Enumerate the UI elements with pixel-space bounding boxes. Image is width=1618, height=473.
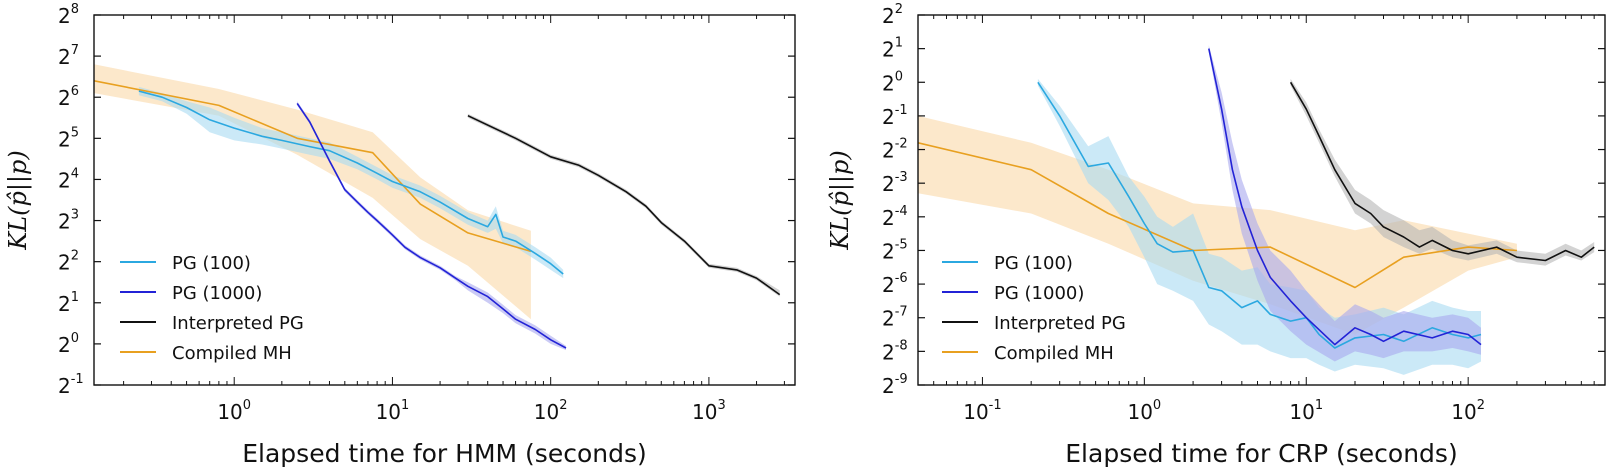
series-line-pg-100- (138, 90, 564, 275)
confidence-band-interpreted-pg (467, 113, 780, 297)
x-tick-label: 101 (1289, 398, 1323, 424)
legend-label: Compiled MH (172, 343, 292, 364)
y-tick-label: 2-7 (882, 305, 908, 331)
x-axis-title: Elapsed time for CRP (seconds) (1065, 439, 1457, 468)
y-tick-label: 2-5 (882, 237, 908, 263)
x-tick-label: 100 (1127, 398, 1161, 424)
y-tick-label: 2-1 (58, 372, 84, 398)
y-tick-label: 21 (58, 290, 79, 316)
y-tick-label: 22 (882, 2, 903, 28)
legend: PG (100) PG (1000) Interpreted PG Compiled … (942, 253, 1126, 364)
x-tick-label: 102 (1451, 398, 1485, 424)
x-tick-label: 101 (376, 398, 410, 424)
x-tick-label: 103 (692, 398, 726, 424)
confidence-band-pg-100- (138, 86, 564, 279)
y-tick-label: 2-2 (882, 137, 908, 163)
y-tick-label: 2-1 (882, 103, 908, 129)
y-tick-label: 28 (58, 2, 79, 28)
crp-chart: 2-9 2-8 2-7 2-6 2-5 2-4 2-3 2-2 2-1 20 21 22 10-1 100… (826, 2, 1606, 468)
y-tick-label: 2-6 (882, 271, 908, 297)
series-line-compiled-mh (94, 80, 532, 253)
plot-area (918, 45, 1595, 375)
plot-area (94, 64, 781, 351)
y-tick-label: 2-3 (882, 170, 908, 196)
legend-label: PG (1000) (994, 283, 1084, 304)
y-tick-label: 27 (58, 43, 79, 69)
y-tick-label: 2-9 (882, 372, 908, 398)
x-tick-label: 102 (534, 398, 568, 424)
x-tick-label: 10-1 (963, 398, 1001, 424)
y-tick-label: 23 (58, 208, 79, 234)
y-tick-label: 25 (58, 125, 79, 151)
series-line-compiled-mh (918, 142, 1517, 289)
series-line-pg-100- (1037, 81, 1482, 349)
series-line-interpreted-pg (467, 114, 781, 296)
y-tick-label: 22 (58, 249, 79, 275)
series-line-pg-1000- (1208, 48, 1482, 346)
y-tick-label: 20 (58, 331, 79, 357)
x-tick-label: 100 (217, 398, 251, 424)
series-line-interpreted-pg (1289, 81, 1595, 262)
x-axis-title: Elapsed time for HMM (seconds) (242, 439, 646, 468)
y-tick-label: 2-4 (882, 204, 908, 230)
confidence-band-interpreted-pg (1290, 78, 1595, 266)
legend-label: PG (100) (172, 253, 251, 274)
y-axis-title: KL(p̂||p) (826, 150, 855, 251)
axes-frame (93, 14, 796, 386)
legend-label: Compiled MH (994, 343, 1114, 364)
y-tick-label: 2-8 (882, 338, 908, 364)
y-axis-title: KL(p̂||p) (4, 150, 33, 251)
legend-label: Interpreted PG (172, 313, 304, 334)
y-tick-label: 20 (882, 69, 903, 95)
axes-frame (917, 14, 1606, 386)
confidence-band-pg-1000- (1208, 45, 1481, 362)
hmm-chart: 2-1 20 21 22 23 24 25 26 27 28 100 101 102 103 Elapsed… (4, 2, 796, 468)
y-tick-label: 24 (58, 166, 79, 192)
series-line-pg-1000- (296, 102, 567, 349)
y-tick-label: 21 (882, 36, 903, 62)
legend-label: PG (1000) (172, 283, 262, 304)
y-tick-label: 26 (58, 84, 79, 110)
legend-label: Interpreted PG (994, 313, 1126, 334)
legend: PG (100) PG (1000) Interpreted PG Compiled … (120, 253, 304, 364)
legend-label: PG (100) (994, 253, 1073, 274)
